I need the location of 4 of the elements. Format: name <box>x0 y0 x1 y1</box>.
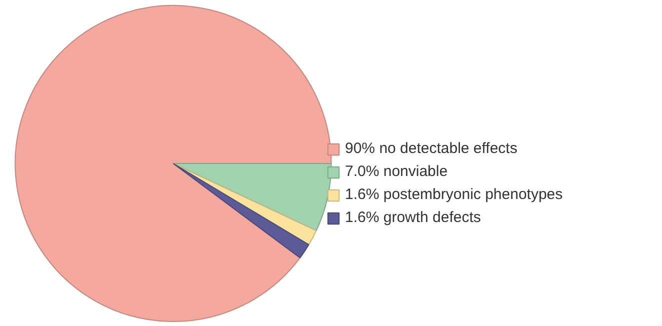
legend-label: 1.6% postembryonic phenotypes <box>345 186 563 203</box>
legend-label: 90% no detectable effects <box>345 140 518 157</box>
legend-label: 1.6% growth defects <box>345 209 481 226</box>
legend-label: 7.0% nonviable <box>345 163 448 180</box>
